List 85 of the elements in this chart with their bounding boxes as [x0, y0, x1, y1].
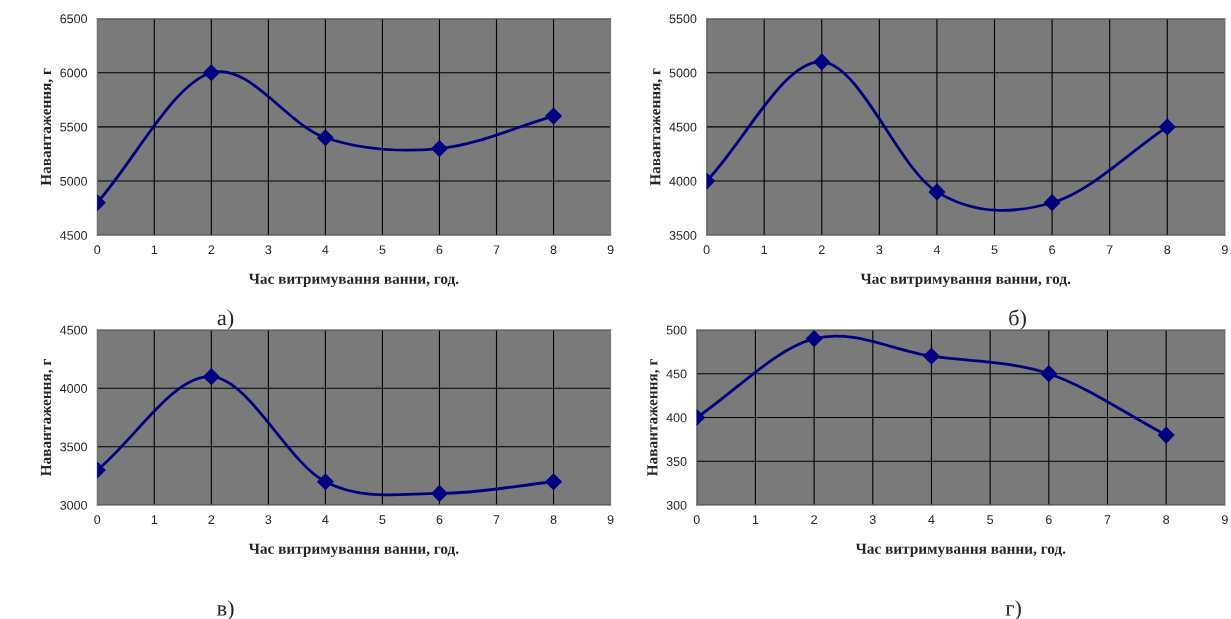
x-tick-label: 0 — [703, 245, 710, 255]
y-tick-label: 4000 — [60, 384, 88, 393]
x-tick-label: 1 — [151, 245, 158, 254]
x-tick-label: 9 — [607, 515, 614, 525]
x-tick-label: 5 — [991, 245, 998, 255]
y-tick-label: 300 — [666, 500, 687, 510]
point — [317, 129, 334, 147]
y-tick-label: 400 — [666, 413, 687, 423]
x-tick-label: 5 — [379, 515, 386, 525]
x-tick-label: 7 — [1106, 245, 1113, 254]
point — [1043, 194, 1061, 212]
point — [431, 140, 448, 157]
x-tick-label: 2 — [811, 515, 817, 524]
y-tick-label: 4500 — [60, 231, 88, 240]
point — [203, 368, 220, 385]
y-axis-title: Навантаження, г — [650, 68, 663, 186]
x-tick-label: 8 — [550, 245, 557, 255]
x-tick-label: 4 — [322, 515, 329, 524]
x-tick-label: 5 — [987, 515, 994, 525]
x-tick-label: 9 — [607, 245, 614, 255]
point — [928, 183, 946, 201]
y-tick-label: 5000 — [60, 176, 88, 186]
x-tick-label: 6 — [1045, 515, 1052, 525]
x-tick-label: 1 — [761, 245, 768, 254]
x-tick-label: 8 — [1164, 245, 1171, 255]
y-tick-label: 450 — [666, 369, 687, 379]
y-axis-title: Навантаження, г — [647, 359, 660, 477]
point — [1158, 118, 1176, 136]
text: а) — [217, 309, 234, 330]
x-tick-label: 1 — [151, 515, 158, 524]
x-tick-label: 3 — [265, 245, 272, 255]
point — [545, 107, 562, 125]
x-tick-label: 6 — [436, 515, 443, 525]
y-tick-label: 5500 — [669, 14, 697, 24]
x-tick-label: 7 — [1104, 515, 1111, 524]
x-axis-title: Час витримування ванни, год. — [860, 273, 1071, 288]
x-tick-label: 5 — [379, 245, 386, 255]
x-tick-label: 9 — [1221, 245, 1228, 255]
x-tick-label: 7 — [493, 515, 500, 524]
point — [317, 473, 334, 491]
x-tick-label: 2 — [818, 245, 825, 254]
y-tick-label: 3500 — [669, 231, 697, 240]
x-tick-label: 6 — [436, 245, 443, 255]
point — [545, 473, 562, 491]
y-tick-label: 6000 — [60, 68, 88, 78]
y-tick-label: 3000 — [60, 500, 88, 510]
x-tick-label: 8 — [550, 515, 557, 525]
x-tick-label: 2 — [208, 515, 215, 524]
y-tick-label: 4500 — [669, 122, 697, 132]
x-tick-label: 0 — [693, 515, 700, 525]
x-tick-label: 7 — [493, 245, 500, 254]
y-axis-title: Навантаження, г — [40, 68, 54, 186]
point — [805, 330, 823, 347]
x-tick-label: 4 — [933, 245, 941, 254]
x-tick-label: 8 — [1163, 515, 1170, 525]
x-tick-label: 2 — [208, 245, 215, 254]
y-tick-label: 350 — [666, 457, 687, 466]
point — [431, 485, 448, 502]
point — [203, 64, 220, 82]
y-tick-label: 3500 — [60, 442, 88, 452]
x-tick-label: 6 — [1049, 245, 1056, 255]
x-axis-title: Час витримування ванни, год. — [855, 543, 1066, 557]
point — [923, 347, 940, 365]
x-tick-label: 4 — [322, 245, 329, 254]
x-tick-label: 0 — [94, 515, 101, 525]
x-tick-label: 0 — [94, 245, 101, 255]
y-tick-label: 5000 — [669, 68, 697, 78]
x-tick-label: 9 — [1221, 515, 1228, 525]
x-tick-label: 1 — [752, 515, 759, 524]
y-tick-label: 6500 — [60, 14, 88, 24]
y-tick-label: 4500 — [60, 325, 88, 335]
annotation: б) — [1009, 309, 1026, 331]
y-axis-title: Навантаження, г — [40, 359, 54, 477]
x-tick-label: 4 — [928, 515, 935, 524]
point — [1040, 365, 1058, 383]
y-tick-label: 4000 — [669, 176, 697, 186]
y-tick-label: 5500 — [60, 122, 88, 132]
x-tick-label: 3 — [876, 245, 883, 255]
point — [1157, 426, 1175, 444]
x-axis-title: Час витримування ванни, год. — [248, 273, 459, 288]
point — [813, 53, 831, 71]
x-tick-label: 3 — [265, 515, 272, 525]
y-tick-label: 500 — [666, 325, 687, 335]
x-axis-title: Час витримування ванни, год. — [248, 543, 459, 557]
x-tick-label: 3 — [869, 515, 876, 525]
